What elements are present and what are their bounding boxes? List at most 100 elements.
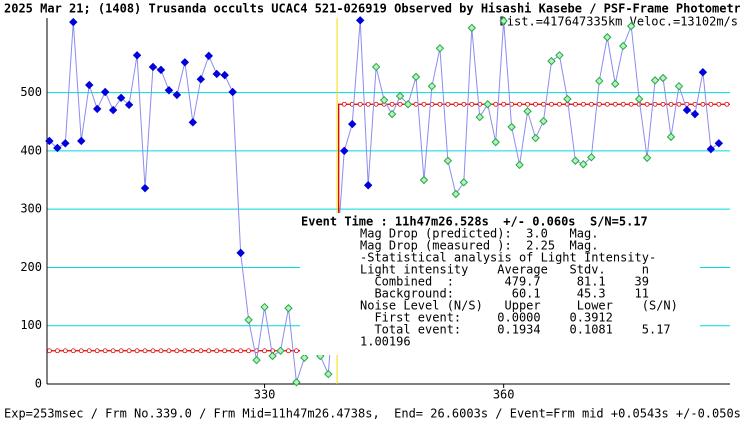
model-marker [620,101,626,107]
data-point [228,87,237,97]
model-marker [174,348,180,354]
data-point [451,189,461,199]
model-marker [246,348,252,354]
model-marker [166,348,172,354]
y-tick-label: 500 [20,85,42,99]
data-point [300,353,309,362]
data-point [411,72,421,82]
data-point [682,105,692,115]
model-marker [102,348,108,354]
data-point [196,74,206,84]
annotation: Mag Drop (predicted): 3.0 Mag. [360,227,598,241]
annotation: Event Time : 11h47m26.528s +/- 0.060s S/… [301,215,648,229]
model-marker [198,348,204,354]
data-point [371,62,381,72]
model-marker [78,348,84,354]
annotation: Mag Drop (measured ): 2.25 Mag. [360,239,598,253]
model-marker [628,101,634,107]
data-point [93,104,102,114]
model-marker [708,101,714,107]
model-marker [54,348,60,354]
annotation: Background: 60.1 45.3 11 [360,287,649,301]
model-marker [206,348,212,354]
model-marker [517,101,523,107]
model-marker [668,101,674,107]
data-point [419,175,429,185]
data-point [714,139,724,148]
data-point [387,109,397,119]
model-marker [421,101,427,107]
model-marker [222,348,228,354]
data-point [658,73,668,83]
subtitle: Dist.=417647335km Veloc.=13102m/s [500,15,738,29]
model-marker [596,101,602,107]
model-marker [676,101,682,107]
model-marker [158,348,164,354]
data-point [579,160,588,169]
model-marker [70,348,76,354]
data-point [61,139,70,148]
data-point [611,79,620,89]
annotation: Light intensity Average Stdv. n [360,263,649,277]
data-point [212,69,221,79]
model-marker [238,348,244,354]
data-point [674,81,684,91]
data-point [571,156,580,165]
model-marker [142,348,148,354]
model-marker [660,101,666,107]
model-marker [549,101,554,107]
data-point [124,100,134,110]
data-point [403,100,413,109]
data-point [435,44,445,53]
model-marker [644,101,650,107]
data-point [53,143,62,153]
model-marker [572,101,578,107]
model-marker [190,348,196,354]
model-marker [461,101,467,107]
annotation: Total event: 0.1934 0.1081 5.17 [360,323,671,337]
data-point [523,107,532,116]
data-point [634,94,644,104]
data-point [626,21,636,31]
data-point [443,156,453,165]
data-point [395,91,405,101]
data-point [459,178,469,187]
data-point [539,116,548,126]
model-marker [493,101,499,107]
annotation: 1.00196 [360,335,411,349]
data-point [268,351,277,361]
data-point [379,95,389,105]
data-point [467,23,476,33]
model-marker [373,101,379,107]
data-point [515,160,524,170]
annotation-bg [300,213,700,355]
data-point [252,355,261,365]
model-marker [445,101,451,107]
annotation: First event: 0.0000 0.3912 [360,311,613,325]
data-point [180,58,190,67]
data-point [642,153,652,163]
data-point [204,51,213,61]
model-marker [62,348,68,354]
data-point [595,76,604,86]
data-point [164,86,174,95]
model-marker [389,101,395,107]
model-marker [525,101,530,107]
model-marker [724,101,730,107]
model-marker [397,101,403,107]
data-point [531,133,540,143]
data-point [132,51,142,60]
data-point [563,94,572,104]
model-marker [118,348,124,354]
data-point [348,119,357,129]
model-marker [716,101,722,107]
model-marker [286,348,291,354]
data-point [706,144,716,154]
model-marker [126,348,132,354]
data-point [100,87,110,97]
data-point [45,136,54,146]
model-marker [604,101,610,107]
data-point [260,302,269,312]
